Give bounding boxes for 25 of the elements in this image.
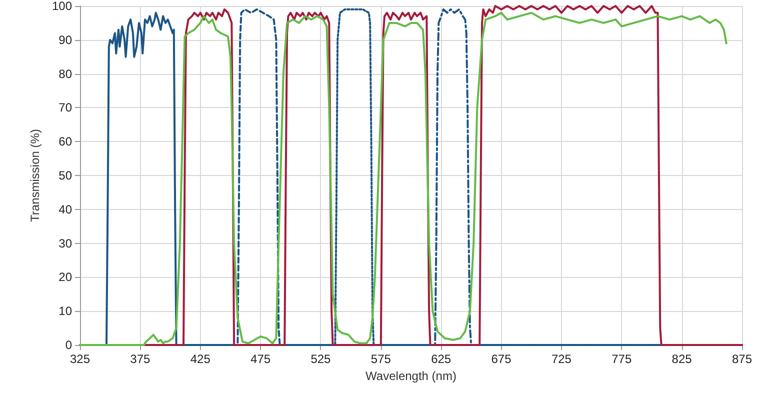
y-tick-label: 0 [65,338,72,352]
y-tick-label: 100 [52,0,72,13]
y-tick-label: 40 [58,202,72,216]
x-tick-label: 825 [672,352,692,366]
x-tick-label: 475 [250,352,271,366]
x-tick-label: 625 [431,352,452,366]
y-tick-label: 20 [58,270,72,284]
x-tick-label: 375 [130,352,151,366]
x-tick-label: 675 [491,352,512,366]
y-tick-label: 60 [58,134,72,149]
y-tick-label: 80 [58,66,72,81]
x-tick-label: 875 [732,352,752,366]
x-tick-label: 725 [551,352,572,366]
y-tick-label: 70 [58,100,72,115]
y-tick-label: 10 [58,304,72,318]
x-tick-label: 425 [190,352,211,366]
x-tick-label: 525 [310,352,332,366]
y-tick-label: 50 [58,168,72,182]
y-axis-title: Transmission (%) [28,129,42,222]
x-axis-title: Wavelength (nm) [366,368,456,383]
x-tick-label: 775 [612,352,632,366]
y-tick-label: 30 [58,236,72,250]
y-tick-label: 90 [58,32,72,47]
x-tick-label: 575 [370,352,392,366]
x-tick-label: 325 [70,352,90,366]
